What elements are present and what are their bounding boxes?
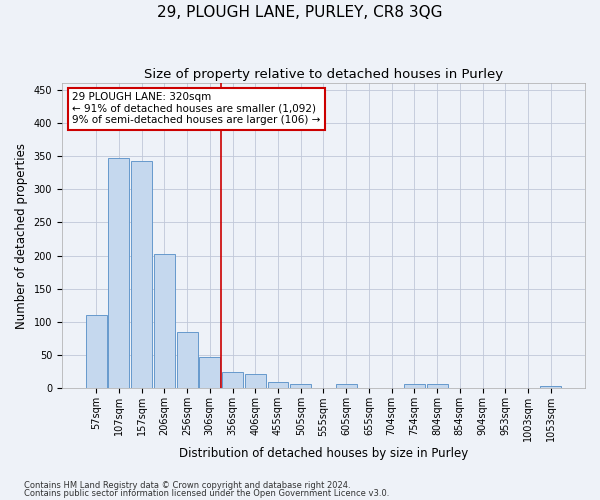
Bar — [199, 357, 220, 388]
Text: 29 PLOUGH LANE: 320sqm
← 91% of detached houses are smaller (1,092)
9% of semi-d: 29 PLOUGH LANE: 320sqm ← 91% of detached… — [73, 92, 321, 126]
Bar — [245, 374, 266, 388]
Title: Size of property relative to detached houses in Purley: Size of property relative to detached ho… — [144, 68, 503, 80]
Bar — [131, 162, 152, 388]
Text: 29, PLOUGH LANE, PURLEY, CR8 3QG: 29, PLOUGH LANE, PURLEY, CR8 3QG — [157, 5, 443, 20]
Bar — [222, 372, 243, 388]
Y-axis label: Number of detached properties: Number of detached properties — [15, 142, 28, 328]
Bar — [290, 384, 311, 388]
Bar — [176, 332, 197, 388]
Bar — [154, 254, 175, 388]
Bar — [541, 386, 561, 388]
Bar — [268, 382, 289, 388]
X-axis label: Distribution of detached houses by size in Purley: Distribution of detached houses by size … — [179, 447, 468, 460]
Bar — [404, 384, 425, 388]
Text: Contains public sector information licensed under the Open Government Licence v3: Contains public sector information licen… — [24, 489, 389, 498]
Bar — [427, 384, 448, 388]
Text: Contains HM Land Registry data © Crown copyright and database right 2024.: Contains HM Land Registry data © Crown c… — [24, 480, 350, 490]
Bar — [109, 158, 130, 388]
Bar — [336, 384, 356, 388]
Bar — [86, 316, 107, 388]
